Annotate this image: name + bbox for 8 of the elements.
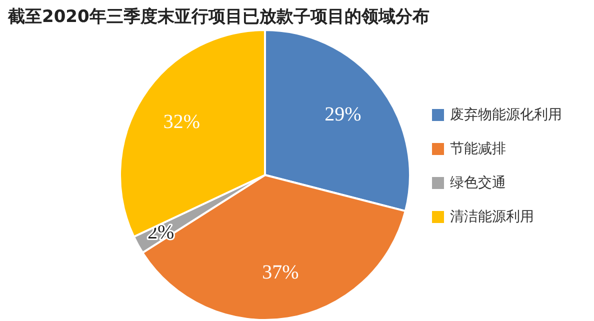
legend-label: 绿色交通 — [450, 175, 506, 191]
legend-label: 废弃物能源化利用 — [450, 107, 562, 123]
data-label: 32% — [163, 111, 200, 134]
legend-label: 清洁能源利用 — [450, 209, 534, 225]
data-label: 37% — [262, 261, 299, 284]
legend-label: 节能减排 — [450, 141, 506, 157]
data-label: 29% — [324, 104, 362, 126]
chart-title: 截至2020年三季度末亚行项目已放款子项目的领域分布 — [7, 7, 430, 27]
